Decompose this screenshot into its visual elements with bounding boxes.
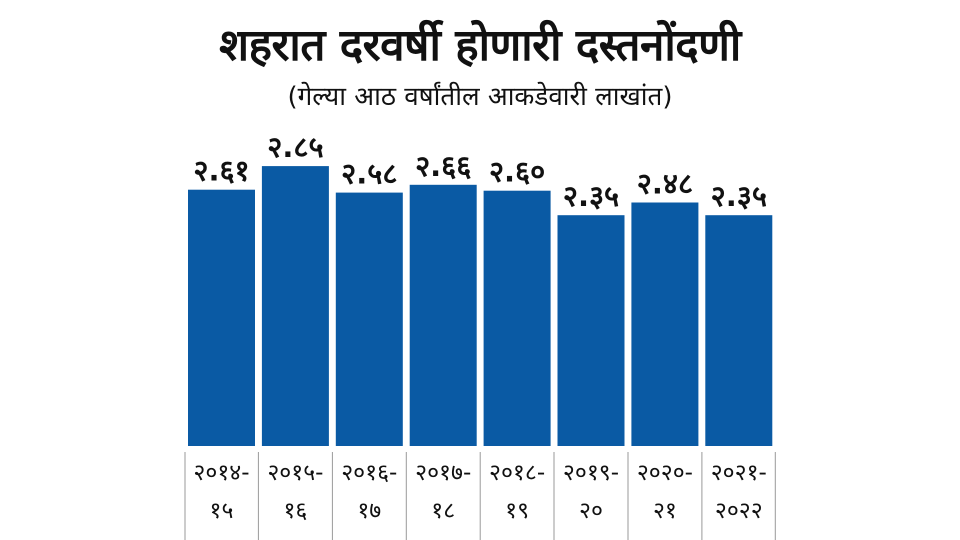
data-label: २.६१ [193,154,249,188]
bar [409,184,477,447]
bar [188,189,255,446]
bar [705,215,773,446]
data-label: २.८५ [267,130,323,164]
x-tick-label: १६ [283,498,307,524]
x-tick-label: २०१४- [193,460,249,486]
x-tick-label: २०१६- [341,460,397,486]
bars-group [188,166,773,447]
x-tick-label: २१ [653,498,677,524]
x-tick-label: २०१७- [415,460,471,486]
x-tick-label: २०१९- [563,460,619,486]
x-tick-label: २०१५- [267,460,323,486]
x-separators-group [184,452,776,540]
value-labels-group: २.६१ २.८५ २.५८ २.६६ २.६० २.३५ २.४८ २.३५ [193,130,767,213]
x-tick-label: १७ [357,498,381,524]
x-tick-label: २०२०- [637,460,693,486]
x-tick-label: २०१८- [489,460,545,486]
x-tick-label: १८ [431,498,455,524]
bar [483,190,551,446]
data-label: २.४८ [637,167,693,201]
data-label: २.३५ [563,179,619,213]
x-tick-label: १९ [505,498,529,524]
bar [557,215,625,446]
chart-subtitle: (गेल्या आठ वर्षांतील आकडेवारी लाखांत) [287,82,673,112]
bar [261,166,329,446]
data-label: २.३५ [711,179,767,213]
data-label: २.६० [489,155,545,189]
x-tick-label: १५ [210,498,234,524]
x-tick-label: २० [579,498,603,524]
x-tick-labels-group: २०१४- १५ २०१५- १६ २०१६- १७ २०१७- १८ २०१८- १९ २०१९-… [193,460,766,524]
x-tick-label: २०२१- [711,460,767,486]
data-label: २.५८ [341,157,397,191]
chart-title: शहरात दरवर्षी होणारी दस्तनोंदणी [219,20,741,71]
x-tick-label: २०२२ [715,498,763,524]
bar [631,202,699,446]
data-label: २.६६ [415,149,471,183]
bar [335,192,403,446]
